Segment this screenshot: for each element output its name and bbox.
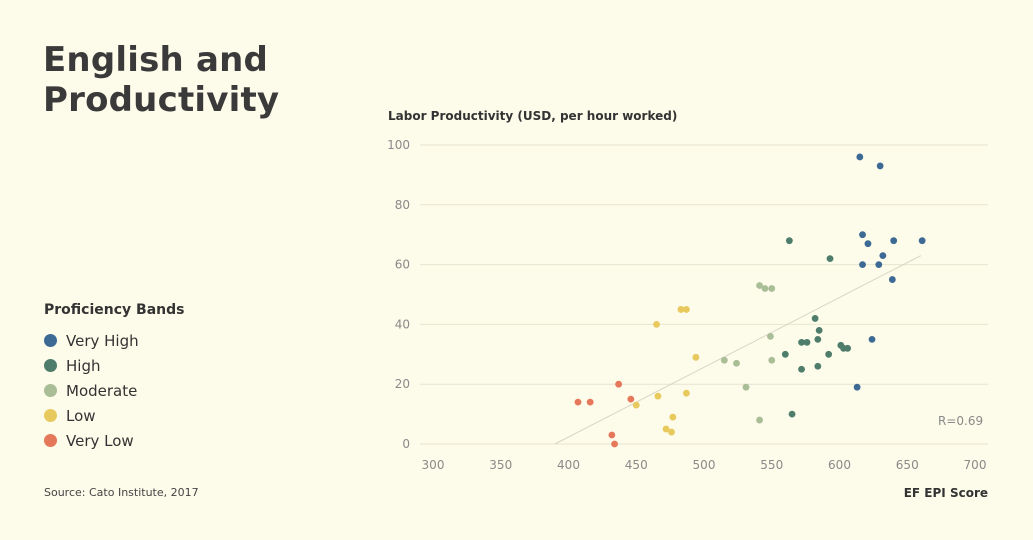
y-tick-label-0: 0 xyxy=(402,437,410,451)
point-high-3 xyxy=(815,326,823,334)
y-tick-label-40: 40 xyxy=(395,317,410,331)
legend-dot-high xyxy=(44,359,57,372)
point-very-high-2 xyxy=(859,231,866,239)
point-high-11 xyxy=(825,350,833,358)
title-line-2: Productivity xyxy=(43,80,280,120)
legend-label-moderate: Moderate xyxy=(66,381,138,400)
source-note: Source: Cato Institute, 2017 xyxy=(44,486,199,499)
legend: Proficiency Bands Very High High Moderat… xyxy=(44,302,184,453)
x-tick-label-500: 500 xyxy=(693,458,716,472)
point-very-high-8 xyxy=(875,261,883,268)
legend-dot-very-high xyxy=(44,334,57,347)
point-very-low-1 xyxy=(574,398,582,406)
legend-label-high: High xyxy=(66,356,101,375)
y-tick-label-60: 60 xyxy=(395,258,410,272)
x-tick-label-300: 300 xyxy=(422,458,445,472)
y-tick-label-20: 20 xyxy=(395,377,410,391)
point-low-4 xyxy=(682,389,690,397)
point-high-9 xyxy=(844,344,852,352)
point-high-0 xyxy=(785,237,793,245)
point-low-1 xyxy=(677,306,685,313)
x-tick-label-400: 400 xyxy=(557,458,580,472)
point-low-2 xyxy=(682,306,690,313)
point-moderate-8 xyxy=(756,416,763,424)
point-high-5 xyxy=(803,338,811,346)
point-moderate-7 xyxy=(742,383,750,391)
point-very-high-5 xyxy=(890,237,898,245)
point-low-3 xyxy=(692,353,700,361)
point-very-high-9 xyxy=(888,276,896,283)
y-axis-label: Labor Productivity (USD, per hour worked… xyxy=(388,109,678,123)
legend-item-very-low: Very Low xyxy=(44,428,184,453)
point-low-8 xyxy=(662,425,670,433)
y-tick-label-80: 80 xyxy=(395,198,410,212)
point-low-9 xyxy=(668,428,675,436)
x-tick-label-550: 550 xyxy=(760,458,783,472)
legend-dot-low xyxy=(44,409,57,422)
point-low-0 xyxy=(653,321,660,328)
point-high-6 xyxy=(814,335,822,343)
point-high-13 xyxy=(798,365,805,373)
point-very-high-10 xyxy=(868,335,876,343)
point-very-high-0 xyxy=(856,153,864,161)
point-low-6 xyxy=(632,401,640,409)
point-moderate-1 xyxy=(761,285,769,292)
trend-line xyxy=(554,255,922,445)
point-low-5 xyxy=(654,392,662,400)
point-high-1 xyxy=(826,255,834,263)
x-tick-label-450: 450 xyxy=(625,458,648,472)
point-very-high-7 xyxy=(859,261,866,268)
legend-item-very-high: Very High xyxy=(44,328,184,353)
legend-label-very-low: Very Low xyxy=(66,431,134,450)
chart-title: English and Productivity xyxy=(43,40,279,120)
x-axis-label: EF EPI Score xyxy=(903,486,988,500)
x-tick-label-650: 650 xyxy=(896,458,919,472)
point-moderate-4 xyxy=(768,356,776,364)
point-moderate-3 xyxy=(766,332,774,340)
y-tick-label-100: 100 xyxy=(387,138,410,152)
point-high-14 xyxy=(788,410,796,418)
point-high-2 xyxy=(811,315,819,322)
point-very-low-0 xyxy=(615,380,623,388)
point-high-12 xyxy=(814,362,822,370)
point-very-low-4 xyxy=(608,431,616,439)
point-low-7 xyxy=(669,413,677,421)
point-high-4 xyxy=(798,338,805,346)
point-moderate-0 xyxy=(756,282,763,289)
point-very-low-2 xyxy=(586,398,594,406)
legend-item-low: Low xyxy=(44,403,184,428)
point-very-high-4 xyxy=(879,252,887,260)
point-moderate-2 xyxy=(768,285,776,292)
point-very-high-11 xyxy=(853,383,861,391)
point-high-10 xyxy=(781,350,789,358)
title-line-1: English and xyxy=(43,40,269,80)
point-moderate-6 xyxy=(733,359,740,367)
legend-item-moderate: Moderate xyxy=(44,378,184,403)
legend-dot-moderate xyxy=(44,384,57,397)
point-very-high-1 xyxy=(876,162,884,170)
x-tick-label-350: 350 xyxy=(489,458,512,472)
legend-label-very-high: Very High xyxy=(66,331,139,350)
point-very-high-3 xyxy=(864,240,872,248)
legend-label-low: Low xyxy=(66,406,96,425)
x-tick-label-700: 700 xyxy=(964,458,987,472)
point-very-low-5 xyxy=(611,440,618,448)
x-tick-label-600: 600 xyxy=(828,458,851,472)
legend-item-high: High xyxy=(44,353,184,378)
r-value-annotation: R=0.69 xyxy=(938,414,984,428)
legend-dot-very-low xyxy=(44,434,57,447)
legend-title: Proficiency Bands xyxy=(44,302,185,318)
point-very-low-3 xyxy=(627,395,635,403)
point-moderate-5 xyxy=(720,356,728,364)
point-very-high-6 xyxy=(918,237,926,245)
